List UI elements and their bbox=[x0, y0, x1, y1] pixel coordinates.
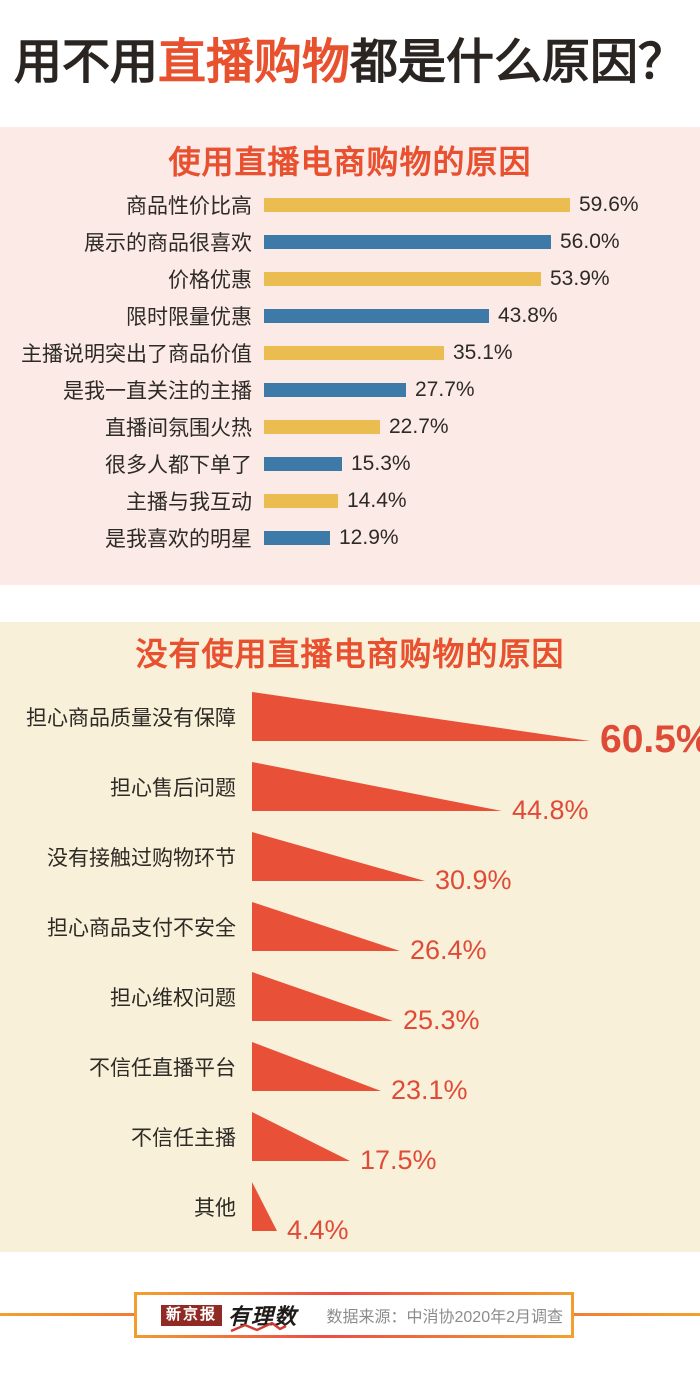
bar-value-label: 12.9% bbox=[339, 525, 399, 549]
category-label: 不信任主播 bbox=[131, 1126, 236, 1150]
nonuse-reasons-title: 没有使用直播电商购物的原因 bbox=[135, 636, 565, 672]
bar bbox=[264, 419, 380, 434]
triangle-value-label: 60.5% bbox=[600, 718, 700, 762]
xinjingbao-logo: 新京报 bbox=[161, 1304, 223, 1326]
bar bbox=[264, 456, 342, 471]
triangle-row: 不信任主播 17.5% bbox=[0, 1112, 700, 1182]
category-label: 不信任直播平台 bbox=[89, 1056, 236, 1080]
category-label: 担心售后问题 bbox=[110, 776, 236, 800]
triangle-value-label: 17.5% bbox=[360, 1144, 437, 1175]
bar-value-label: 43.8% bbox=[498, 303, 558, 327]
category-label: 限时限量优惠 bbox=[126, 305, 252, 329]
bar-row: 直播间氛围火热 22.7% bbox=[0, 408, 700, 445]
bar-row: 主播说明突出了商品价值 35.1% bbox=[0, 334, 700, 371]
section-use-reasons: 使用直播电商购物的原因 商品性价比高 59.6% 展示的商品很喜欢 56.0% 价格优惠… bbox=[0, 127, 700, 585]
triangle-row: 担心维权问题 25.3% bbox=[0, 972, 700, 1042]
bar-row: 展示的商品很喜欢 56.0% bbox=[0, 223, 700, 260]
title-post: 都是什么原因？ bbox=[350, 36, 687, 89]
category-label: 主播与我互动 bbox=[126, 490, 252, 514]
bar-value-label: 27.7% bbox=[415, 377, 475, 401]
triangle-bar bbox=[252, 902, 400, 951]
bar-row: 很多人都下单了 15.3% bbox=[0, 445, 700, 482]
use-reasons-bar-chart: 商品性价比高 59.6% 展示的商品很喜欢 56.0% 价格优惠 53.9% 限时限量优惠 4… bbox=[0, 186, 700, 556]
youlishu-logo: 有理数 bbox=[228, 1299, 298, 1333]
data-source-text: 数据来源：中消协2020年2月调查 bbox=[326, 1309, 564, 1326]
bar-row: 价格优惠 53.9% bbox=[0, 260, 700, 297]
triangle-row: 不信任直播平台 23.1% bbox=[0, 1042, 700, 1112]
bar-row: 是我喜欢的明星 12.9% bbox=[0, 519, 700, 556]
triangle-row: 担心商品支付不安全 26.4% bbox=[0, 902, 700, 972]
bar-value-label: 22.7% bbox=[389, 414, 449, 438]
bar bbox=[264, 382, 406, 397]
category-label: 是我一直关注的主播 bbox=[63, 379, 252, 403]
triangle-bar bbox=[252, 972, 393, 1021]
bar-value-label: 35.1% bbox=[453, 340, 513, 364]
bar bbox=[264, 345, 444, 360]
bar bbox=[264, 530, 330, 545]
bar-value-label: 53.9% bbox=[550, 266, 610, 290]
triangle-value-label: 23.1% bbox=[391, 1074, 468, 1105]
category-label: 担心维权问题 bbox=[110, 986, 236, 1010]
triangle-bar bbox=[252, 1112, 350, 1161]
triangle-bar bbox=[252, 1182, 277, 1231]
youlishu-logo-zigzag-icon bbox=[230, 1322, 287, 1333]
bar-row: 限时限量优惠 43.8% bbox=[0, 297, 700, 334]
page-title: 用不用直播购物都是什么原因？ bbox=[0, 36, 700, 90]
category-label: 很多人都下单了 bbox=[105, 453, 252, 477]
category-label: 没有接触过购物环节 bbox=[47, 846, 236, 870]
category-label: 主播说明突出了商品价值 bbox=[21, 342, 252, 366]
bar-value-label: 56.0% bbox=[560, 229, 620, 253]
category-label: 其他 bbox=[194, 1196, 236, 1220]
bar-row: 是我一直关注的主播 27.7% bbox=[0, 371, 700, 408]
triangle-bar bbox=[252, 762, 502, 811]
nonuse-reasons-triangle-chart: 担心商品质量没有保障 60.5% 担心售后问题 44.8% 没有接触过购物环节 30.9%… bbox=[0, 692, 700, 1252]
footer-credit-box: 新京报 有理数 数据来源：中消协2020年2月调查 bbox=[134, 1292, 574, 1338]
category-label: 是我喜欢的明星 bbox=[105, 527, 252, 551]
triangle-bar bbox=[252, 692, 590, 741]
triangle-row: 没有接触过购物环节 30.9% bbox=[0, 832, 700, 902]
bar-value-label: 14.4% bbox=[347, 488, 407, 512]
use-reasons-title: 使用直播电商购物的原因 bbox=[168, 144, 532, 180]
triangle-value-label: 30.9% bbox=[435, 864, 512, 895]
category-label: 担心商品支付不安全 bbox=[47, 916, 236, 940]
bar-value-label: 15.3% bbox=[351, 451, 411, 475]
bar bbox=[264, 234, 551, 249]
title-pre: 用不用 bbox=[13, 36, 158, 89]
youlishu-logo-text: 有理数 bbox=[228, 1304, 298, 1329]
triangle-bar bbox=[252, 832, 425, 881]
section-nonuse-reasons: 没有使用直播电商购物的原因 担心商品质量没有保障 60.5% 担心售后问题 44.8%… bbox=[0, 622, 700, 1252]
triangle-row: 担心售后问题 44.8% bbox=[0, 762, 700, 832]
bar bbox=[264, 271, 541, 286]
triangle-value-label: 26.4% bbox=[410, 934, 487, 965]
footer: 新京报 有理数 数据来源：中消协2020年2月调查 bbox=[0, 1280, 700, 1360]
bar bbox=[264, 493, 338, 508]
category-label: 展示的商品很喜欢 bbox=[84, 231, 252, 255]
category-label: 担心商品质量没有保障 bbox=[26, 706, 236, 730]
triangle-value-label: 44.8% bbox=[512, 794, 589, 825]
triangle-row: 担心商品质量没有保障 60.5% bbox=[0, 692, 700, 762]
title-highlight: 直播购物 bbox=[157, 36, 350, 89]
triangle-row: 其他 4.4% bbox=[0, 1182, 700, 1252]
bar-value-label: 59.6% bbox=[579, 192, 639, 216]
bar-row: 主播与我互动 14.4% bbox=[0, 482, 700, 519]
category-label: 商品性价比高 bbox=[126, 194, 252, 218]
triangle-value-label: 25.3% bbox=[403, 1004, 480, 1035]
bar bbox=[264, 197, 570, 212]
triangle-bar bbox=[252, 1042, 381, 1091]
triangle-value-label: 4.4% bbox=[287, 1214, 349, 1245]
bar bbox=[264, 308, 489, 323]
category-label: 价格优惠 bbox=[168, 268, 252, 292]
category-label: 直播间氛围火热 bbox=[105, 416, 252, 440]
bar-row: 商品性价比高 59.6% bbox=[0, 186, 700, 223]
